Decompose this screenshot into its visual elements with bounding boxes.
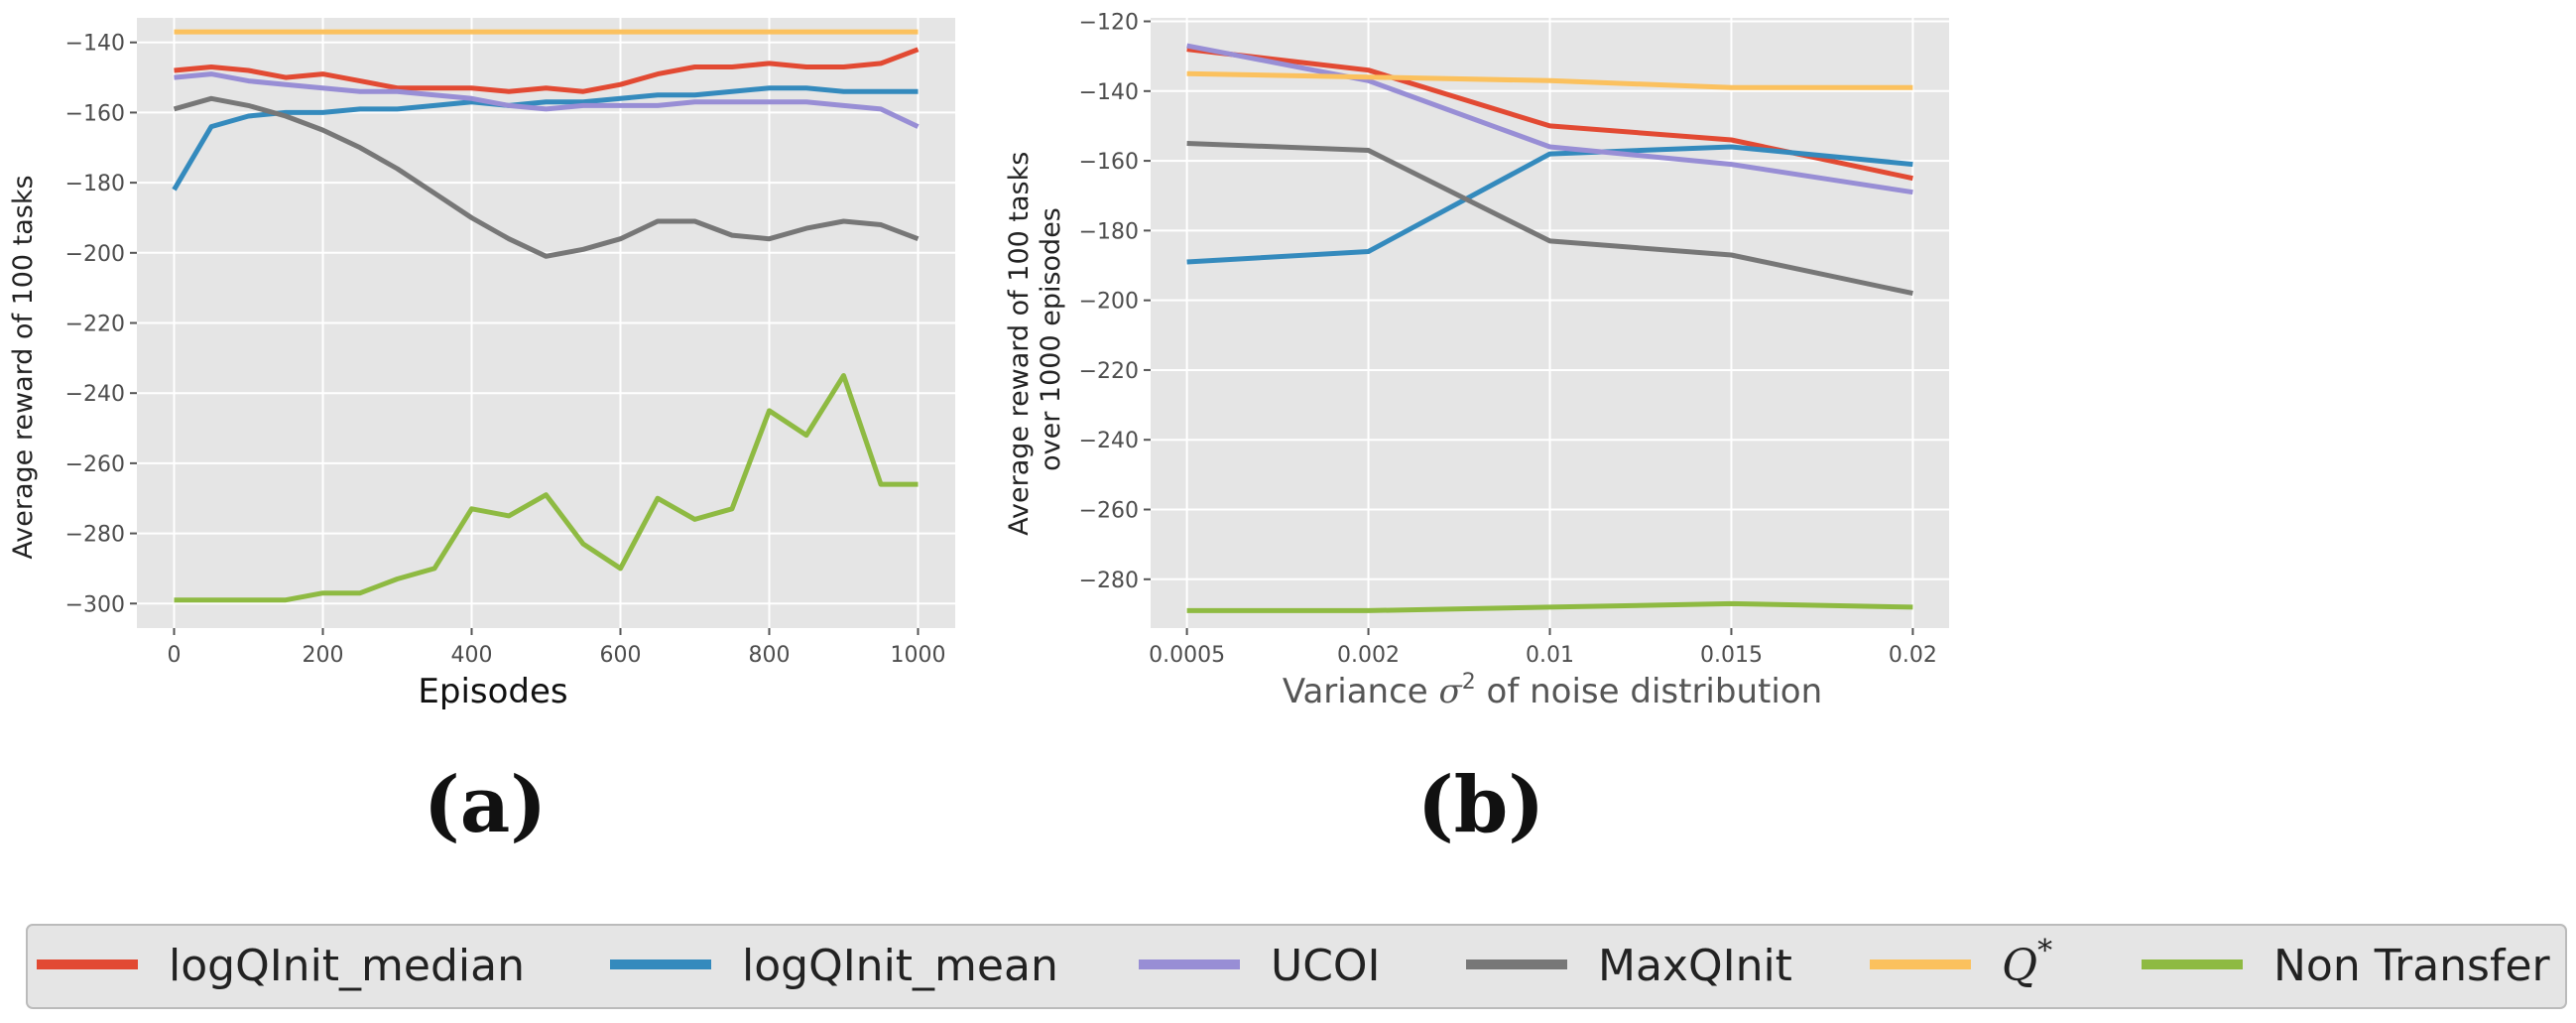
legend-items: logQInit_median logQInit_mean UCOI MaxQInit… (37, 934, 2551, 991)
series-line-q (1186, 70, 1913, 90)
series-line-maxqinit (173, 95, 920, 259)
y-tick-label: −180 (1079, 219, 1139, 244)
y-tick-label: −180 (65, 172, 125, 196)
y-tick-label: −200 (1079, 290, 1139, 315)
y-axis-label-a: Average reward of 100 tasks (8, 175, 39, 559)
legend-entry-non-transfer: Non Transfer (2142, 941, 2551, 991)
series-line-non-transfer (174, 373, 919, 603)
x-tick-label: 0 (168, 643, 182, 668)
y-tick-label: −280 (65, 523, 125, 548)
series-group-b (1186, 43, 1913, 613)
y-tick-label: −260 (1079, 499, 1139, 524)
y-tick-label: −120 (1079, 11, 1139, 36)
legend-label: Non Transfer (2273, 941, 2551, 991)
series-line-logqinit-median (174, 47, 920, 94)
x-tick-labels-a: 0 200 400 600 800 1000 (168, 643, 946, 668)
series-line-non-transfer (1186, 600, 1913, 613)
x-axis-label-a: Episodes (418, 672, 567, 711)
legend-entry-logqinit-median: logQInit_median (37, 941, 525, 991)
x-tick-label: 1000 (891, 643, 946, 668)
grid-b (1144, 18, 1949, 635)
panel-label-a: (a) (424, 760, 547, 850)
x-axis-label-b-symbol: σ (1439, 672, 1463, 711)
legend-label: logQInit_median (169, 941, 525, 991)
y-axis-label-b-line1: Average reward of 100 tasks (1004, 152, 1035, 536)
x-tick-label: 400 (451, 643, 493, 668)
y-tick-label: −240 (65, 382, 125, 407)
y-tick-label: −220 (65, 313, 125, 337)
x-tick-label: 600 (600, 643, 642, 668)
series-line-ucoi (174, 71, 920, 129)
legend-label: MaxQInit (1598, 941, 1792, 991)
x-tick-labels-b: 0.0005 0.002 0.01 0.015 0.02 (1149, 643, 1937, 668)
x-tick-label: 0.01 (1526, 643, 1574, 668)
series-line-logqinit-mean (172, 85, 919, 192)
x-axis-label-b-prefix: Variance (1283, 672, 1439, 711)
y-tick-label: −140 (65, 32, 125, 57)
y-tick-labels-b: −280 −260 −240 −220 −200 −180 −160 −140 −120 (1079, 11, 1139, 593)
x-axis-label-b-superscript: 2 (1462, 670, 1476, 695)
y-axis-label-b: Average reward of 100 tasks over 1000 ep… (1004, 143, 1066, 536)
y-tick-label: −300 (65, 592, 125, 617)
y-tick-label: −280 (1079, 569, 1139, 593)
series-group-a (172, 29, 920, 603)
x-tick-label: 0.015 (1700, 643, 1763, 668)
x-tick-label: 0.02 (1889, 643, 1937, 668)
series-line-maxqinit (1186, 141, 1913, 297)
legend-entry-maxqinit: MaxQInit (1466, 941, 1792, 991)
y-tick-labels-a: −300 −280 −260 −240 −220 −200 −180 −160 −140 (65, 32, 125, 618)
y-tick-label: −160 (1079, 150, 1139, 175)
legend-entry-ucoi: UCOI (1139, 941, 1381, 991)
legend-label: UCOI (1271, 941, 1381, 991)
legend-box (26, 924, 2567, 1009)
y-tick-label: −260 (65, 452, 125, 477)
series-line-logqinit-mean (1186, 144, 1913, 265)
y-tick-label: −140 (1079, 80, 1139, 105)
series-line-ucoi (1186, 43, 1913, 195)
y-tick-label: −200 (65, 242, 125, 267)
x-axis-label-b-suffix: of noise distribution (1476, 672, 1822, 711)
legend-entry-q-star: Q* (1870, 934, 2052, 991)
y-tick-label: −240 (1079, 429, 1139, 453)
x-tick-label: 800 (749, 643, 791, 668)
chart-panel-a: 0 200 400 600 800 1000 −300 −280 −260 −240 −220 −2… (8, 18, 955, 850)
x-tick-label: 0.002 (1337, 643, 1400, 668)
y-tick-label: −160 (65, 101, 125, 126)
legend-label: logQInit_mean (742, 941, 1058, 991)
y-axis-label-b-line2: over 1000 episodes (1036, 207, 1066, 471)
grid-a (130, 18, 955, 635)
x-axis-label-b: Variance σ2 of noise distribution (1283, 670, 1822, 711)
y-tick-label: −220 (1079, 359, 1139, 384)
x-tick-label: 200 (303, 643, 344, 668)
legend-label: Q* (2002, 934, 2052, 991)
legend: logQInit_median logQInit_mean UCOI MaxQInit… (26, 924, 2567, 1009)
legend-entry-logqinit-mean: logQInit_mean (610, 941, 1058, 991)
chart-panel-b: 0.0005 0.002 0.01 0.015 0.02 −280 −260 −240 −22… (1004, 11, 1949, 850)
panel-label-b: (b) (1417, 760, 1544, 850)
x-tick-label: 0.0005 (1149, 643, 1225, 668)
